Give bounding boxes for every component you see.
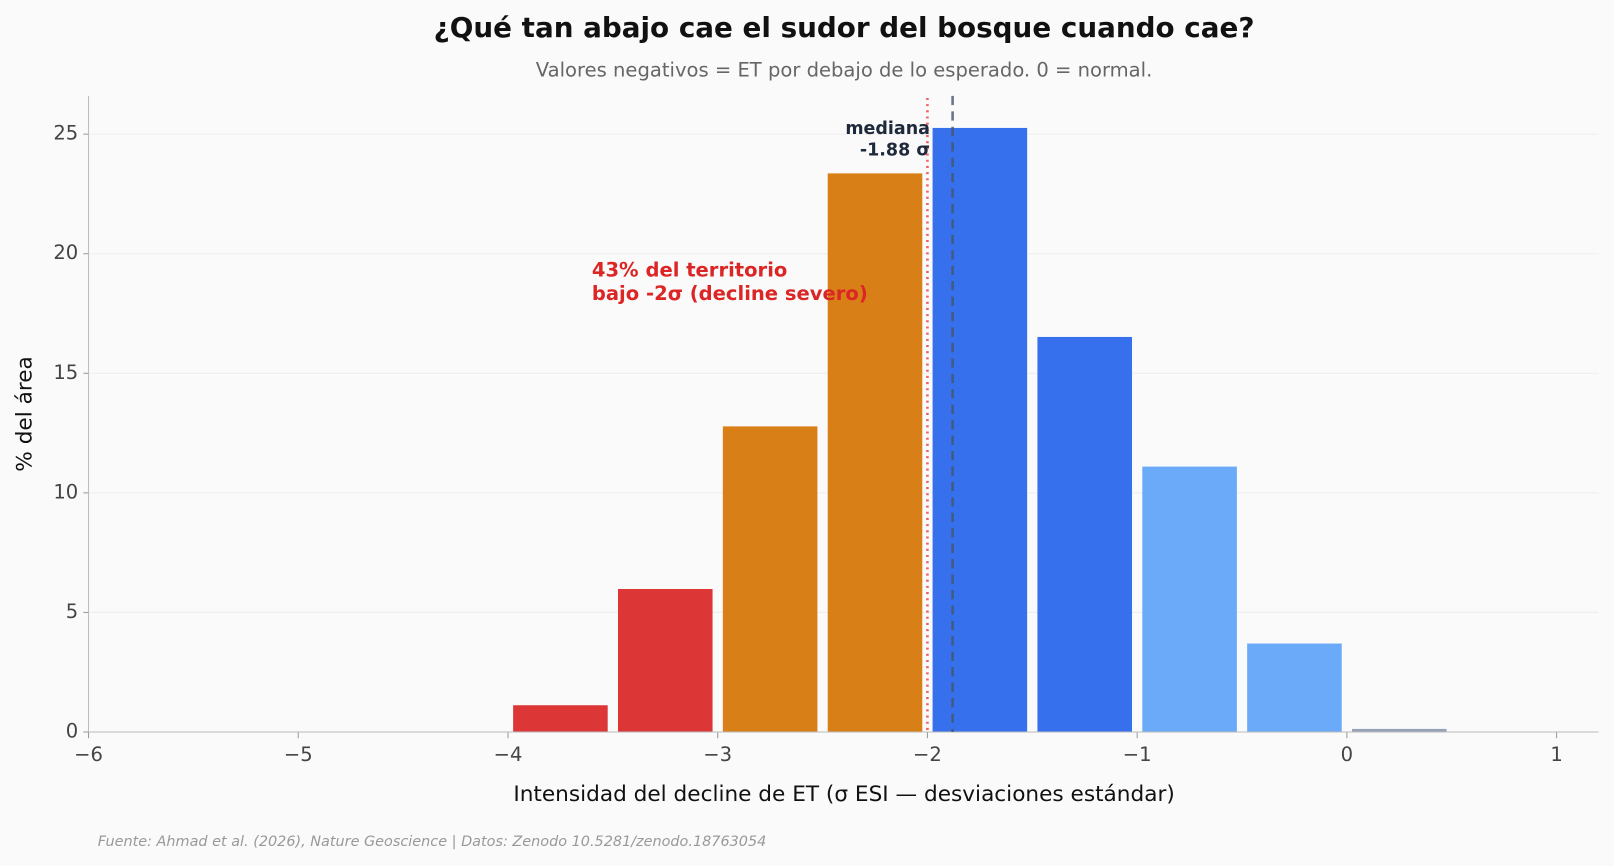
annotation-text: 43% del territorio	[592, 258, 787, 281]
annotation-text: bajo -2σ (decline severo)	[592, 282, 868, 305]
y-tick-label: 20	[53, 241, 78, 264]
bar	[617, 589, 713, 733]
bar	[722, 426, 818, 733]
y-axis-label: % del área	[13, 356, 38, 471]
x-tick-label: −3	[703, 743, 732, 766]
bar	[932, 127, 1028, 733]
bar	[827, 173, 923, 733]
y-tick-label: 15	[53, 361, 78, 384]
x-tick-label: 1	[1550, 743, 1562, 766]
bar	[1037, 336, 1133, 733]
bar	[1352, 728, 1447, 733]
median-label: mediana	[845, 119, 930, 139]
median-label: -1.88 σ	[860, 140, 930, 160]
y-tick-label: 10	[53, 480, 78, 503]
bar	[513, 705, 608, 733]
x-tick-label: −4	[494, 743, 523, 766]
x-tick-label: 0	[1341, 743, 1353, 766]
x-tick-label: −5	[284, 743, 313, 766]
bar	[1142, 466, 1237, 733]
chart-subtitle: Valores negativos = ET por debajo de lo …	[536, 59, 1153, 82]
x-tick-label: −1	[1123, 743, 1152, 766]
source-note: Fuente: Ahmad et al. (2026), Nature Geos…	[98, 834, 767, 850]
chart-title: ¿Qué tan abajo cae el sudor del bosque c…	[434, 11, 1255, 44]
bar	[1247, 643, 1342, 733]
x-tick-label: −6	[74, 743, 103, 766]
x-axis-label: Intensidad del decline de ET (σ ESI — de…	[513, 782, 1174, 807]
x-tick-label: −2	[913, 743, 942, 766]
y-tick-label: 5	[66, 600, 78, 623]
y-tick-label: 0	[66, 720, 78, 743]
y-tick-label: 25	[53, 122, 78, 145]
annotation-arrowhead	[910, 294, 922, 305]
